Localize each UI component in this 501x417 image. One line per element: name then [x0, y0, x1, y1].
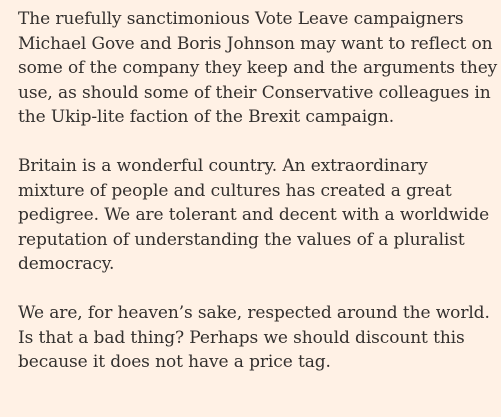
paragraph-line: mixture of people and cultures has creat…: [18, 180, 452, 201]
paragraph-line: pedigree. We are tolerant and decent wit…: [18, 205, 490, 225]
paragraph-line: democracy.: [18, 254, 115, 274]
paragraph-line: use, as should some of their Conservativ…: [18, 82, 491, 103]
paragraph-line: the Ukip-lite faction of the Brexit camp…: [18, 107, 394, 127]
paragraph-line: We are, for heaven’s sake, respected aro…: [18, 303, 490, 323]
paragraph-line: reputation of understanding the values o…: [18, 229, 465, 250]
paragraph-line: Britain is a wonderful country. An extra…: [18, 156, 428, 176]
paragraph-line: Michael Gove and Boris Johnson may want …: [18, 33, 493, 54]
paragraph-line: because it does not have a price tag.: [18, 352, 331, 372]
paragraph-2: Britain is a wonderful country. An extra…: [18, 154, 491, 277]
paragraph-line: some of the company they keep and the ar…: [18, 58, 498, 78]
paragraph-3: We are, for heaven’s sake, respected aro…: [18, 301, 491, 375]
paragraph-line: Is that a bad thing? Perhaps we should d…: [18, 327, 465, 348]
paragraph-1: The ruefully sanctimonious Vote Leave ca…: [18, 7, 498, 130]
paragraph-line: The ruefully sanctimonious Vote Leave ca…: [18, 9, 464, 29]
